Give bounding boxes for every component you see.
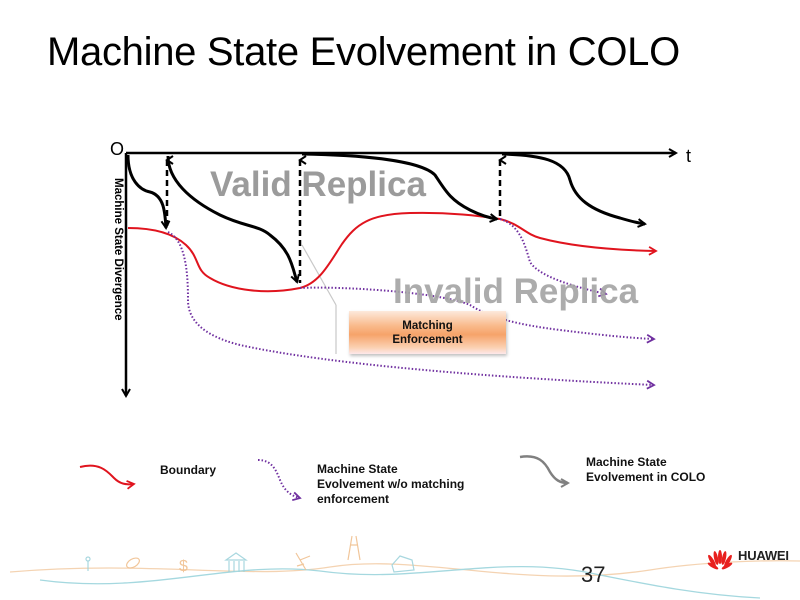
legend-no-matching-label: Machine State Evolvement w/o matching en… [317,462,465,506]
enforcement-arrows [165,155,507,283]
svg-text:$: $ [179,558,188,575]
legend-colo-icon [519,455,568,483]
huawei-logo: HUAWEI [700,548,789,563]
matching-enforcement-callout: Matching Enforcement [349,311,506,354]
bank-icon [224,552,248,572]
slide-title: Machine State Evolvement in COLO [47,30,680,74]
legend-colo-label: Machine State Evolvement in COLO [586,455,706,484]
airplane-icon [295,552,311,571]
invalid-replica-label: Invalid Replica [393,272,639,311]
axes [126,153,676,396]
huawei-logo-icon [707,550,733,570]
brand-name: HUAWEI [738,548,789,563]
tower-icon [347,535,361,561]
valid-replica-label: Valid Replica [210,165,426,204]
dollar-icon: $ [179,558,188,575]
legend-boundary-label: Boundary [160,463,217,477]
car-icon [391,555,415,573]
colo-curves [126,152,645,282]
no-matching-curves [167,218,656,390]
callout-line-2: Enforcement [392,333,463,346]
boundary-curve [127,211,658,293]
y-axis-label: Machine State Divergence [112,178,124,321]
origin-label: O [110,139,125,159]
x-axis-label: t [686,146,692,166]
legend-boundary-icon [79,464,136,490]
callout-connector [301,244,337,306]
footer-waves [9,560,800,599]
person-icon [85,556,91,571]
legend-no-matching-icon [257,459,302,502]
page-number: 37 [581,562,606,587]
callout-line-1: Matching [402,319,453,332]
footer-icons: $ [85,535,415,575]
ball-icon [126,557,140,569]
